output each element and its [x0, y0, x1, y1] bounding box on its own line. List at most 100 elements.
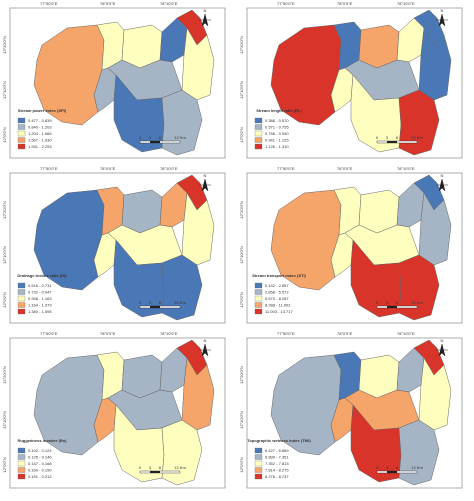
legend-label: 0.571 - 0.755: [265, 125, 289, 130]
subbasin: [113, 74, 165, 153]
legend-title: Drainage texture ratio (Rt): [17, 273, 67, 278]
legend-title: Ruggedness number (Rn): [18, 438, 68, 443]
legend-swatch: [254, 137, 263, 143]
subbasin: [350, 404, 402, 483]
scale-label: 3: [386, 465, 389, 470]
legend-swatch: [17, 447, 26, 454]
latitude-label: 12°0'0"N: [2, 127, 7, 143]
subbasin: [161, 419, 203, 486]
subbasin: [350, 74, 402, 153]
longitude-label: 77°50'0"E: [40, 166, 58, 171]
north-label: N: [441, 8, 444, 13]
longitude-label: 77°50'0"E: [40, 1, 58, 6]
scale-label: 0: [376, 300, 379, 305]
subbasin: [396, 182, 425, 228]
legend-label: 0.142 - 2.857: [265, 283, 289, 288]
legend-label: 0.477 - 0.839: [28, 118, 52, 123]
north-label: N: [441, 173, 444, 178]
longitude-label: 78°0'0"E: [100, 166, 116, 171]
map-panel: 77°50'0"E 78°0'0"E 78°10'0"E 12°20'0"N 12°10…: [239, 1, 463, 159]
longitude-label: 78°10'0"E: [397, 331, 415, 336]
legend-swatch: [254, 473, 263, 480]
legend-swatch: [17, 137, 26, 143]
latitude-label: 12°20'0"N: [2, 36, 7, 54]
latitude-label: 12°10'0"N: [239, 81, 244, 99]
subbasin: [113, 404, 165, 483]
legend-label: 0.732 - 0.947: [28, 290, 52, 295]
latitude-label: 12°0'0"N: [2, 457, 7, 473]
latitude-label: 12°0'0"N: [2, 292, 7, 308]
legend-label: 6.427 - 6.889: [265, 448, 289, 453]
scale-bar-fill: [150, 141, 160, 143]
subbasin: [350, 239, 402, 318]
legend-swatch: [254, 130, 263, 137]
north-arrow: [436, 178, 448, 192]
scale-label: 0: [376, 465, 379, 470]
north-arrow: [436, 343, 448, 357]
map-panel: 77°50'0"E 78°0'0"E 78°10'0"E 12°20'0"N 12°10…: [2, 1, 226, 159]
legend-label: 1.126 - 1.310: [265, 144, 289, 149]
legend-swatch: [254, 295, 263, 302]
legend-label: 0.147 - 0.168: [28, 461, 52, 466]
scale-label: 3: [149, 300, 152, 305]
legend-label: 7.814 - 8.275: [265, 468, 289, 473]
scale-label: 12 Km: [411, 465, 423, 470]
scale-label: 3: [386, 135, 389, 140]
map-panel: 77°50'0"E 78°0'0"E 78°10'0"E 12°20'0"N 12°10…: [2, 166, 226, 324]
legend-swatch: [17, 308, 26, 315]
north-arrow: [199, 343, 211, 357]
north-label: N: [441, 338, 444, 343]
legend-label: 7.352 - 7.813: [265, 461, 289, 466]
legend-title: Stream transport index (STI): [252, 273, 306, 278]
subbasins: [270, 174, 452, 321]
latitude-label: 12°10'0"N: [2, 81, 7, 99]
map-panel: 77°50'0"E 78°0'0"E 78°10'0"E 12°20'0"N 12°10…: [239, 166, 463, 324]
latitude-label: 12°20'0"N: [239, 201, 244, 219]
scale-bar-fill: [387, 471, 397, 473]
north-label: N: [204, 8, 207, 13]
scale-label: 6: [159, 465, 162, 470]
longitude-label: 78°0'0"E: [100, 1, 116, 6]
longitude-label: 78°0'0"E: [100, 331, 116, 336]
legend-label: 8.288 - 11.002: [265, 303, 291, 308]
legend-label: 0.169 - 0.190: [28, 468, 52, 473]
subbasins: [33, 174, 215, 321]
legend-label: 1.567 - 1.930: [28, 138, 52, 143]
legend-label: 0.516 - 0.731: [28, 283, 52, 288]
scale-label: 6: [396, 465, 399, 470]
legend-swatch: [254, 454, 263, 460]
longitude-label: 78°10'0"E: [160, 166, 178, 171]
legend-swatch: [254, 308, 263, 315]
subbasin: [398, 254, 440, 321]
legend-label: 1.164 - 1.379: [28, 303, 52, 308]
subbasins: [33, 339, 215, 486]
latitude-label: 12°0'0"N: [239, 292, 244, 308]
map-panel: 77°50'0"E 78°0'0"E 78°10'0"E 12°20'0"N 12°10…: [239, 331, 463, 489]
latitude-label: 12°10'0"N: [239, 246, 244, 264]
subbasin: [161, 254, 203, 321]
longitude-label: 78°10'0"E: [397, 166, 415, 171]
map-frame: [9, 337, 226, 489]
scale-bar-fill: [150, 306, 160, 308]
scale-label: 12 Km: [411, 135, 423, 140]
subbasin: [398, 419, 440, 486]
north-label: N: [204, 173, 207, 178]
scale-label: 0: [139, 135, 142, 140]
legend-swatch: [17, 295, 26, 302]
subbasin: [396, 17, 425, 63]
subbasins: [33, 9, 215, 156]
scale-label: 12 Km: [411, 300, 423, 305]
latitude-label: 12°20'0"N: [2, 201, 7, 219]
legend-label: 1.380 - 1.595: [28, 309, 52, 314]
scale-label: 3: [149, 465, 152, 470]
longitude-label: 78°0'0"E: [337, 331, 353, 336]
legend-swatch: [17, 473, 26, 480]
legend-label: 1.931 - 2.293: [28, 144, 52, 149]
legend-swatch: [17, 467, 26, 473]
legend-label: 2.858 - 5.572: [265, 290, 289, 295]
legend-swatch: [17, 289, 26, 295]
subbasin: [159, 347, 188, 393]
legend-title: Topographic wetness index (TWI): [247, 438, 311, 443]
legend-swatch: [254, 117, 263, 124]
legend-label: 6.890 - 7.351: [265, 455, 289, 460]
